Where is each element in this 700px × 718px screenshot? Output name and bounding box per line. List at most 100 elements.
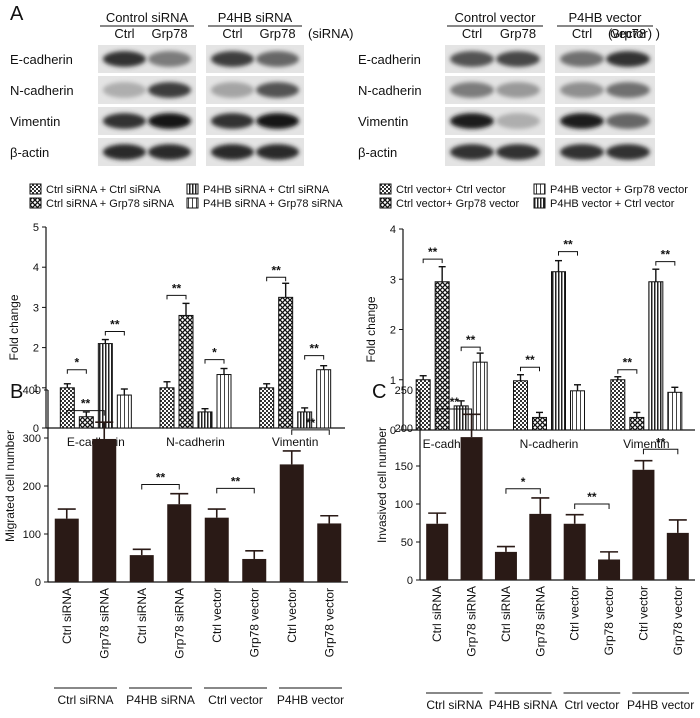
blot-band — [255, 113, 300, 129]
blot-group-header: Control siRNA — [106, 10, 189, 25]
blot-row-label: Vimentin — [358, 114, 408, 129]
significance-bracket — [655, 261, 676, 266]
x-bar-label: Grp78 siRNA — [533, 586, 547, 657]
legend-swatch — [186, 197, 199, 209]
blot-row-label: E-cadherin — [358, 52, 421, 67]
y-tick-label: 1 — [390, 375, 396, 387]
bar — [666, 532, 689, 580]
blot-lane-label: Ctrl — [222, 26, 242, 41]
blot-band — [496, 51, 540, 67]
y-tick-label: 250 — [395, 385, 413, 397]
group-label: Ctrl vector — [208, 693, 263, 707]
y-tick-label: 100 — [395, 499, 413, 511]
significance-label: ** — [525, 353, 535, 367]
legend-swatch — [29, 183, 42, 195]
bar — [632, 469, 655, 580]
significance-bracket — [520, 366, 540, 372]
blot-band — [450, 113, 494, 129]
blot-band — [255, 51, 300, 67]
bar — [242, 558, 267, 582]
blot-band — [450, 51, 494, 67]
group-label: P4HB siRNA — [126, 693, 195, 707]
blot-group-header: P4HB vector — [569, 10, 643, 25]
blot-band — [147, 82, 192, 98]
x-bar-label: Ctrl siRNA — [135, 588, 149, 644]
y-axis-label: Migrated cell number — [3, 430, 17, 542]
significance-bracket — [505, 488, 541, 494]
legend-swatch — [533, 197, 546, 209]
legend-swatch — [29, 197, 42, 209]
blot-lane-label: Grp78 — [151, 26, 187, 41]
significance-bracket — [460, 346, 481, 352]
significance-bracket — [642, 448, 679, 455]
blot-band — [102, 82, 147, 98]
significance-label: * — [212, 346, 217, 360]
legend-label: Ctrl vector+ Ctrl vector — [396, 184, 506, 196]
significance-bracket — [66, 410, 105, 416]
significance-bracket — [141, 484, 180, 490]
legend-label: Ctrl siRNA + Ctrl siRNA — [46, 184, 161, 196]
blot-band — [560, 51, 604, 67]
panel-letter-b: B — [10, 381, 23, 403]
blot-band — [606, 82, 650, 98]
legend-label: P4HB siRNA + Ctrl siRNA — [203, 184, 330, 196]
x-bar-label: Grp78 vector — [671, 586, 685, 655]
bar — [317, 523, 342, 582]
blot-band — [255, 82, 300, 98]
blot-band — [450, 82, 494, 98]
bar — [54, 518, 79, 582]
blot-band — [102, 144, 147, 160]
significance-label: ** — [172, 281, 182, 295]
legend-label: Ctrl vector+ Grp78 vector — [396, 198, 520, 210]
significance-label: * — [74, 356, 79, 370]
y-tick-label: 5 — [33, 222, 39, 234]
x-bar-label: Grp78 vector — [602, 586, 616, 655]
y-axis-label: Fold change — [364, 296, 378, 362]
group-label: P4HB siRNA — [489, 698, 558, 712]
significance-bracket — [617, 369, 638, 374]
y-tick-label: 150 — [395, 461, 413, 473]
blot-band — [210, 113, 255, 129]
y-tick-label: 0 — [390, 425, 396, 437]
blot-lane-label: Grp78 — [259, 26, 295, 41]
y-tick-label: 1 — [33, 383, 39, 395]
y-tick-label: 400 — [23, 385, 41, 397]
y-tick-label: 200 — [395, 423, 413, 435]
blot-band — [102, 113, 147, 129]
bar — [667, 391, 683, 431]
bar — [92, 438, 117, 582]
legend-swatch — [533, 183, 546, 195]
blot-band — [450, 144, 494, 160]
blot-band — [496, 144, 540, 160]
blot-row-label: N-cadherin — [358, 83, 422, 98]
x-category-label: N-cadherin — [520, 437, 579, 451]
blot-band — [147, 144, 192, 160]
bar — [159, 387, 175, 429]
y-tick-label: 3 — [390, 274, 396, 286]
bar — [434, 281, 450, 431]
bar — [629, 416, 645, 431]
bar — [178, 314, 194, 429]
blot-band — [496, 82, 540, 98]
significance-label: ** — [661, 248, 671, 262]
panel-letter-a: A — [10, 3, 24, 25]
significance-bracket — [558, 251, 578, 256]
significance-label: ** — [656, 435, 666, 449]
significance-bracket — [204, 359, 225, 364]
significance-label: ** — [231, 474, 241, 488]
blot-band — [102, 51, 147, 67]
y-axis-label: Fold change — [7, 294, 21, 360]
x-bar-label: Ctrl vector — [568, 586, 582, 641]
blot-band — [210, 82, 255, 98]
y-tick-label: 3 — [33, 302, 39, 314]
bar — [426, 523, 449, 580]
significance-bracket — [266, 276, 287, 282]
significance-label: ** — [81, 397, 91, 411]
blot-row-label: N-cadherin — [10, 83, 74, 98]
significance-bracket — [436, 408, 473, 414]
bar — [167, 504, 192, 582]
blot-suffix: (vector) ) — [608, 26, 660, 41]
x-category-label: Vimentin — [623, 437, 669, 451]
bar — [551, 271, 566, 431]
